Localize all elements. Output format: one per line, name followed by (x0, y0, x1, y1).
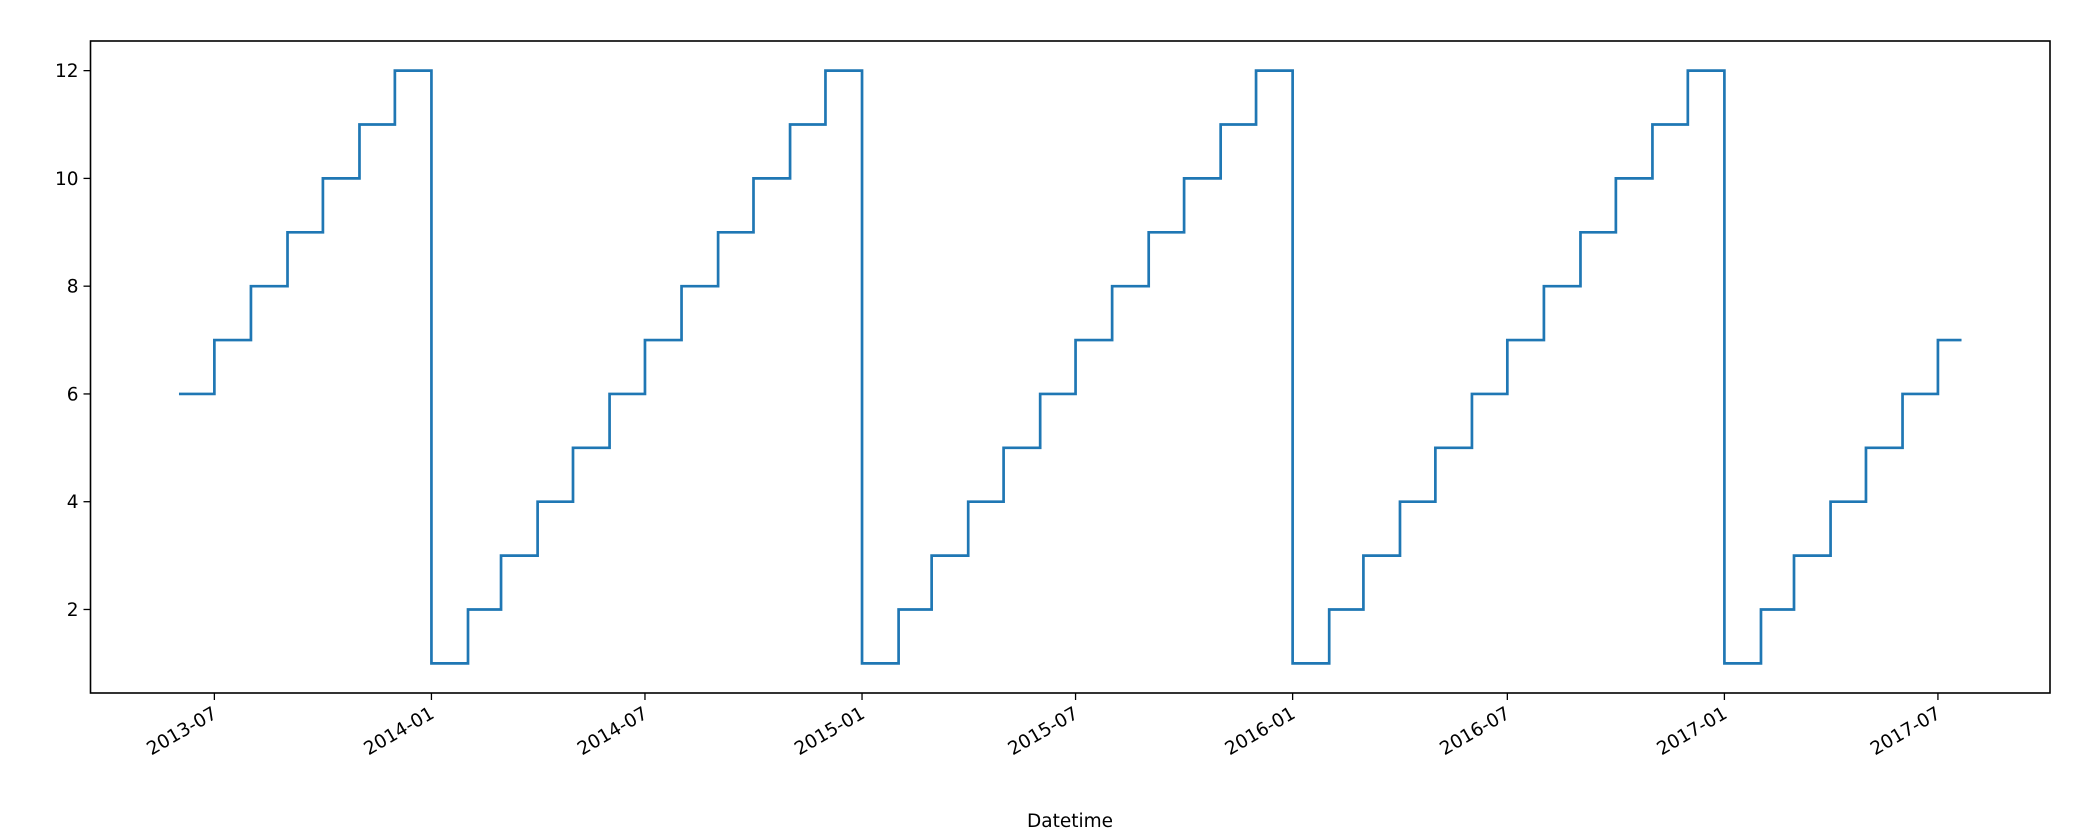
x-tick-label: 2015-07 (1005, 703, 1082, 760)
x-tick-label: 2014-01 (360, 703, 437, 760)
axes-frame (89, 40, 2051, 694)
x-axis: 2013-07 2014-01 2014-07 2015-01 2015-07 2016-… (143, 693, 1944, 760)
plot-area (178, 69, 1962, 665)
y-tick-label: 2 (67, 600, 79, 621)
y-axis: 2 4 6 8 10 12 (55, 61, 91, 621)
x-tick-label: 2016-07 (1436, 703, 1513, 760)
x-tick-label: 2013-07 (143, 703, 220, 760)
y-tick-label: 6 (67, 384, 79, 405)
x-tick-label: 2014-07 (574, 703, 651, 760)
y-tick-label: 8 (67, 277, 79, 298)
x-axis-label: Datetime (1027, 811, 1113, 832)
y-tick-label: 12 (55, 61, 79, 82)
x-tick-label: 2017-01 (1653, 703, 1730, 760)
y-tick-label: 4 (67, 492, 79, 513)
x-tick-label: 2017-07 (1867, 703, 1944, 760)
y-tick-label: 10 (55, 169, 79, 190)
x-tick-label: 2015-01 (791, 703, 868, 760)
series-line-0 (178, 69, 1962, 665)
x-tick-label: 2016-01 (1222, 703, 1299, 760)
